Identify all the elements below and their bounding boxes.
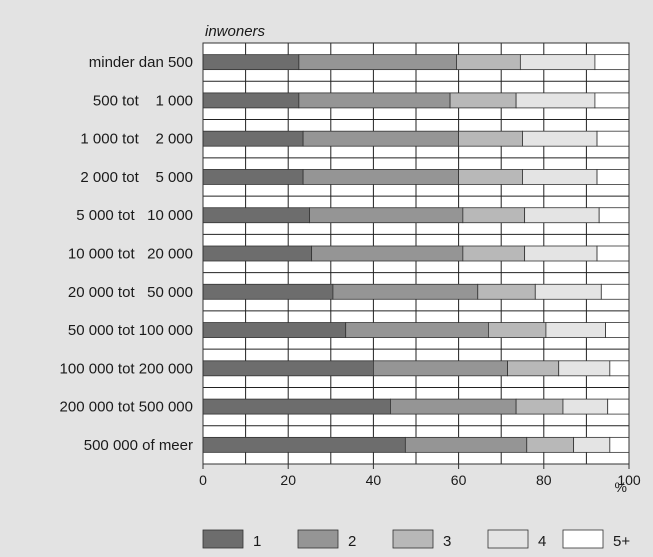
bar-segment-series-4-row-7 (534, 283, 602, 300)
bar-segment-series-3-row-2 (449, 92, 517, 109)
legend-label: 2 (348, 533, 356, 550)
bar-segment-series-5-row-5 (598, 207, 630, 224)
legend-swatch-2 (297, 529, 339, 549)
bar-segment-series-3-row-4 (458, 169, 523, 185)
bar-segment-series-2-row-1 (298, 54, 457, 71)
bar-segment-series-1-row-8 (202, 322, 347, 338)
bar-segment-series-2-row-6 (311, 245, 464, 262)
legend-swatch-4 (487, 529, 529, 549)
category-label: 500 tot 1 000 (93, 92, 193, 109)
bar-segment-series-4-row-6 (524, 245, 598, 262)
category-label: 50 000 tot 100 000 (68, 322, 193, 339)
chart-title: inwoners (205, 23, 266, 40)
legend-label: 5+ (613, 533, 630, 550)
bar-segment-series-4-row-8 (545, 322, 606, 338)
bar-segment-series-4-row-4 (522, 169, 598, 185)
bar-segment-series-5-row-4 (596, 169, 630, 185)
bar-segment-series-3-row-9 (507, 360, 560, 377)
bar-segment-series-1-row-3 (202, 130, 304, 147)
bar-segment-series-4-row-9 (558, 360, 611, 377)
bar-segment-series-1-row-2 (202, 92, 300, 109)
x-tick-label: 40 (366, 472, 382, 488)
bar-segment-series-5-row-3 (596, 130, 630, 147)
x-axis-label: % (615, 479, 627, 495)
category-label: 10 000 tot 20 000 (68, 246, 193, 263)
x-tick-label: 100 (617, 472, 641, 488)
bar-segment-series-4-row-11 (573, 436, 611, 453)
bar-segment-series-1-row-5 (202, 207, 310, 224)
bar-segment-series-2-row-10 (390, 398, 517, 415)
bar-segment-series-5-row-9 (609, 360, 630, 377)
bar-segment-series-4-row-5 (524, 207, 600, 224)
bar-segment-series-4-row-1 (519, 54, 596, 71)
legend-swatch-3 (392, 529, 434, 549)
legend-label: 3 (443, 533, 451, 550)
legend-swatch-5 (562, 529, 604, 549)
bar-segment-series-1-row-9 (202, 360, 374, 377)
bar-segment-series-3-row-5 (462, 207, 526, 224)
bar-segment-series-5-row-7 (600, 283, 630, 300)
legend-swatch-1 (202, 529, 244, 549)
category-label: 2 000 tot 5 000 (80, 169, 193, 186)
bar-segment-series-1-row-6 (202, 245, 313, 262)
category-label: 100 000 tot 200 000 (60, 360, 193, 377)
bar-segment-series-3-row-10 (515, 398, 564, 415)
category-label: 5 000 tot 10 000 (76, 207, 193, 224)
category-label: minder dan 500 (89, 54, 193, 71)
category-labels: minder dan 500 500 tot 1 000 1 000 tot 2 0… (60, 54, 193, 454)
legend: 1 2 3 4 5+ (202, 529, 630, 550)
bar-segment-series-3-row-8 (488, 322, 547, 338)
bar-segment-series-3-row-3 (458, 130, 523, 147)
bar-segment-series-4-row-3 (522, 130, 598, 147)
bar-segment-series-4-row-2 (515, 92, 596, 109)
bar-segment-series-5-row-2 (594, 92, 630, 109)
legend-label: 4 (538, 533, 546, 550)
x-tick-label: 20 (280, 472, 296, 488)
plot-frame (202, 42, 630, 465)
bar-segment-series-5-row-6 (596, 245, 630, 262)
bar-segment-series-2-row-7 (332, 283, 479, 300)
bar-segment-series-2-row-5 (309, 207, 464, 224)
bar-segment-series-5-row-10 (607, 398, 630, 415)
x-tick-label: 60 (451, 472, 467, 488)
bar-segment-series-2-row-9 (372, 360, 508, 377)
category-label: 20 000 tot 50 000 (68, 284, 193, 301)
bar-segment-series-2-row-4 (302, 169, 459, 185)
legend-label: 1 (253, 533, 261, 550)
x-tick-label: 80 (536, 472, 552, 488)
bar-segment-series-1-row-1 (202, 54, 300, 71)
category-label: 1 000 tot 2 000 (80, 131, 193, 148)
bar-segment-series-4-row-10 (562, 398, 609, 415)
bar-segment-series-3-row-6 (462, 245, 526, 262)
bar-segment-series-2-row-3 (302, 130, 459, 147)
bar-segment-series-1-row-4 (202, 169, 304, 185)
x-axis: 0 20 40 60 80 100 (199, 464, 641, 488)
bar-segment-series-2-row-11 (404, 436, 528, 453)
bar-segment-series-2-row-8 (345, 322, 489, 338)
bar-segment-series-1-row-7 (202, 283, 334, 300)
bar-segment-series-5-row-8 (605, 322, 630, 338)
bar-segment-series-2-row-2 (298, 92, 451, 109)
bar-segment-series-1-row-11 (202, 436, 406, 453)
grid-lines (203, 43, 629, 464)
bar-segment-series-1-row-10 (202, 398, 391, 415)
bars (202, 54, 630, 453)
bar-segment-series-3-row-1 (456, 54, 521, 71)
x-tick-label: 0 (199, 472, 207, 488)
bar-segment-series-3-row-7 (477, 283, 536, 300)
bar-segment-series-5-row-11 (609, 436, 630, 453)
category-label: 500 000 of meer (84, 437, 193, 454)
bar-segment-series-3-row-11 (526, 436, 575, 453)
bar-segment-series-5-row-1 (594, 54, 630, 71)
category-label: 200 000 tot 500 000 (60, 399, 193, 416)
